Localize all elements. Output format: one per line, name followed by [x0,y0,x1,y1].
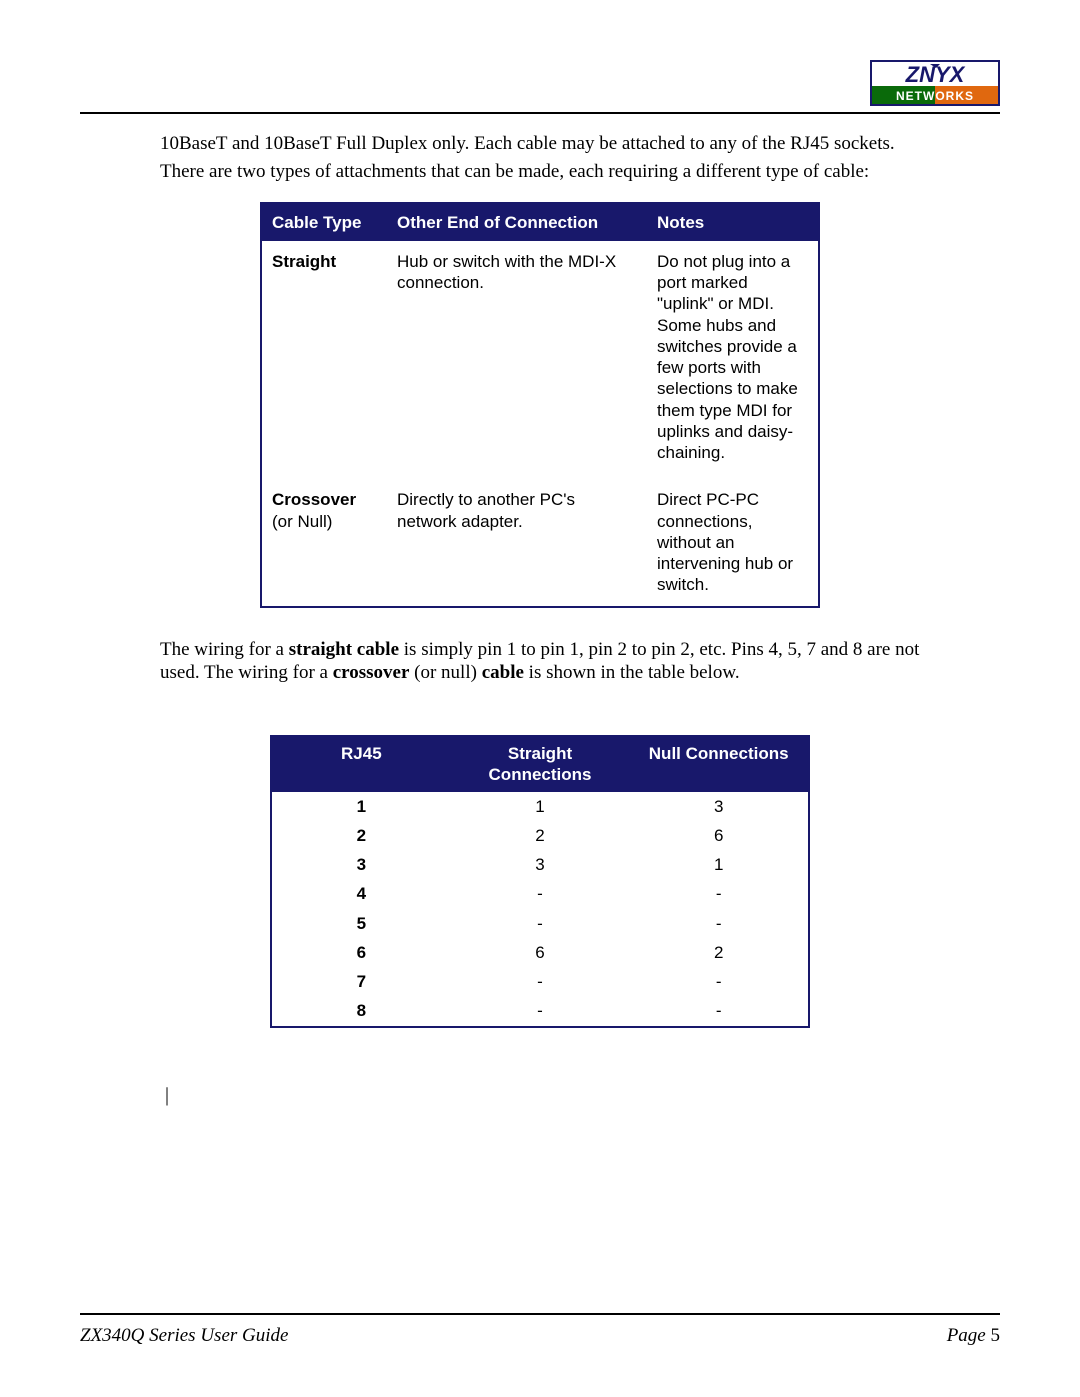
pin-connections-table: RJ45 Straight Connections Null Connectio… [270,735,810,1028]
footer-page: Page 5 [947,1325,1000,1347]
page-header: ZNYX NETWORKS [80,60,1000,114]
table2-cell-pin: 6 [272,938,451,967]
table2-cell-null: 6 [629,821,808,850]
table2-cell-straight: 6 [451,938,630,967]
table2-cell-straight: - [451,879,630,908]
table1-row: Crossover (or Null) Directly to another … [262,473,818,605]
table1-header-cable-type: Cable Type [262,204,387,241]
paragraph-3: The wiring for a straight cable is simpl… [160,638,920,686]
table1-header-notes: Notes [647,204,818,241]
table1-header-row: Cable Type Other End of Connection Notes [262,204,818,241]
table1-cell-other-end: Hub or switch with the MDI-X connection. [387,249,647,466]
table2-cell-straight: 1 [451,792,630,821]
table2-cell-null: 3 [629,792,808,821]
paragraph-2: There are two types of attachments that … [160,160,920,184]
table2-cell-null: - [629,967,808,996]
table1-cell-other-end: Directly to another PC's network adapter… [387,487,647,597]
table2-row: 113 [272,792,808,821]
table2-cell-pin: 4 [272,879,451,908]
table2-row: 5-- [272,909,808,938]
table2-cell-pin: 8 [272,996,451,1025]
table2-row: 662 [272,938,808,967]
table2-row: 331 [272,850,808,879]
table2-cell-straight: - [451,967,630,996]
table2-cell-null: 1 [629,850,808,879]
table2-row: 7-- [272,967,808,996]
table2-body: 1132263314--5--6627--8-- [272,792,808,1026]
table2-cell-straight: 3 [451,850,630,879]
table2-header-null: Null Connections [629,737,808,792]
table2-row: 226 [272,821,808,850]
table1-header-other-end: Other End of Connection [387,204,647,241]
table2-cell-null: - [629,879,808,908]
table2-cell-null: - [629,996,808,1025]
logo-bottom-text: NETWORKS [896,89,974,103]
footer-guide-title: ZX340Q Series User Guide [80,1325,288,1347]
table2-cell-pin: 3 [272,850,451,879]
table1-row: Straight Hub or switch with the MDI-X co… [262,241,818,474]
table2-header-rj45: RJ45 [272,737,451,792]
paragraph-1: 10BaseT and 10BaseT Full Duplex only. Ea… [160,132,920,156]
table1-cell-notes: Do not plug into a port marked "uplink" … [647,249,818,466]
table2-cell-null: - [629,909,808,938]
table2-header-straight: Straight Connections [451,737,630,792]
text-cursor-mark: | [165,1084,169,1107]
table2-cell-pin: 5 [272,909,451,938]
table2-cell-straight: - [451,996,630,1025]
table2-cell-pin: 7 [272,967,451,996]
table1-cell-cable-type: Straight [262,249,387,466]
page: ZNYX NETWORKS 10BaseT and 10BaseT Full D… [0,0,1080,1397]
table2-cell-pin: 1 [272,792,451,821]
table2-cell-straight: - [451,909,630,938]
table2-cell-straight: 2 [451,821,630,850]
page-footer: ZX340Q Series User Guide Page 5 [80,1313,1000,1347]
cable-type-table: Cable Type Other End of Connection Notes… [260,202,820,608]
table2-cell-pin: 2 [272,821,451,850]
table1-cell-notes: Direct PC-PC connections, without an int… [647,487,818,597]
table2-cell-null: 2 [629,938,808,967]
table1-cell-cable-type: Crossover (or Null) [262,487,387,597]
znyx-logo: ZNYX NETWORKS [870,60,1000,106]
table2-row: 4-- [272,879,808,908]
body-content: 10BaseT and 10BaseT Full Duplex only. Ea… [80,132,1000,1028]
table2-header-row: RJ45 Straight Connections Null Connectio… [272,737,808,792]
table2-row: 8-- [272,996,808,1025]
